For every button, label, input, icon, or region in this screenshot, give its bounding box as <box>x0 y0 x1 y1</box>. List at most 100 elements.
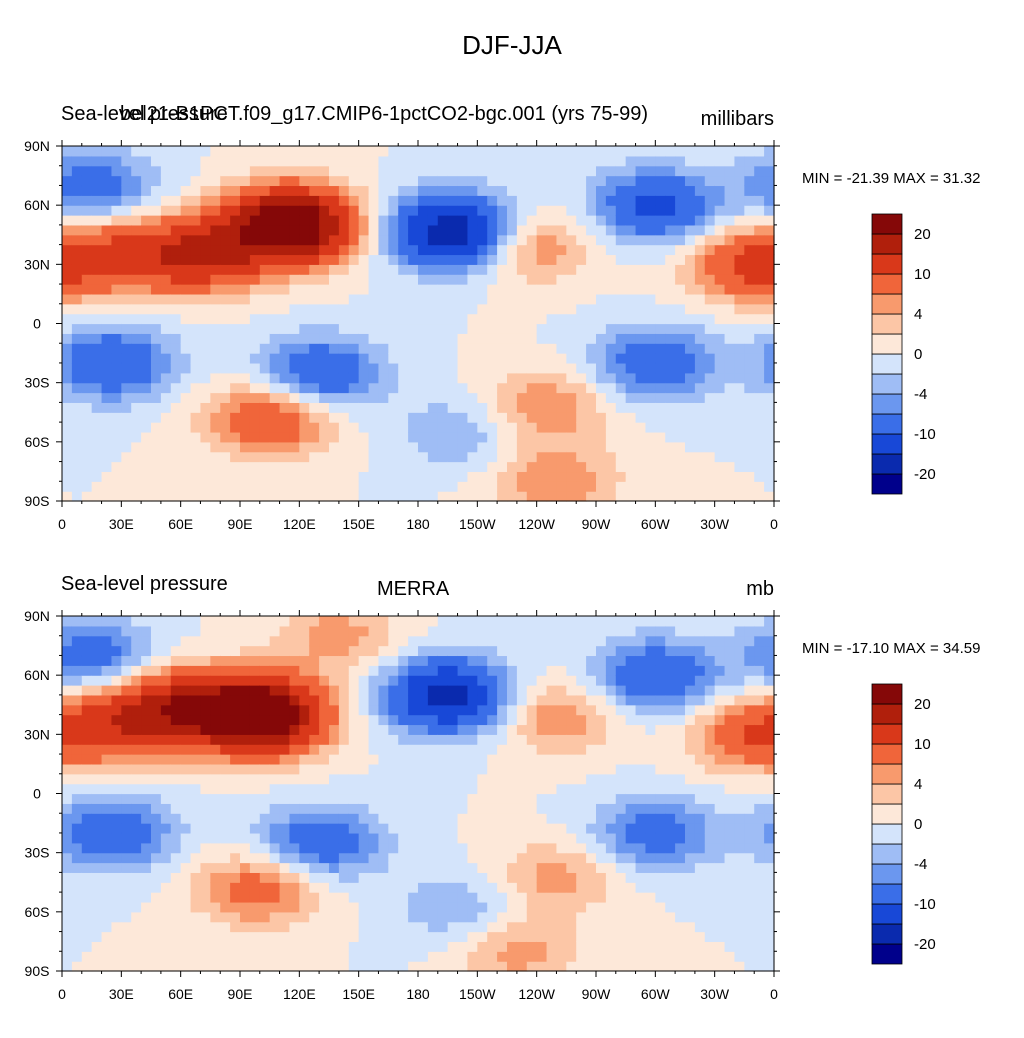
slp-cell <box>230 764 240 774</box>
slp-cell <box>507 951 517 961</box>
slp-cell <box>527 853 537 863</box>
slp-cell <box>547 961 557 971</box>
slp-cell <box>448 432 458 442</box>
slp-cell <box>309 872 319 882</box>
slp-cell <box>438 156 448 166</box>
slp-cell <box>111 774 121 784</box>
slp-cell <box>497 402 507 412</box>
slp-cell <box>467 333 477 343</box>
slp-cell <box>141 882 151 892</box>
slp-cell <box>299 314 309 324</box>
slp-cell <box>181 264 191 274</box>
slp-cell <box>517 422 527 432</box>
slp-cell <box>636 665 646 675</box>
slp-cell <box>62 705 72 715</box>
slp-cell <box>428 274 438 284</box>
slp-cell <box>458 784 468 794</box>
slp-cell <box>665 245 675 255</box>
slp-cell <box>537 616 547 626</box>
slp-cell <box>299 471 309 481</box>
slp-cell <box>299 655 309 665</box>
slp-cell <box>685 452 695 462</box>
slp-cell <box>428 254 438 264</box>
slp-cell <box>151 195 161 205</box>
slp-cell <box>171 655 181 665</box>
slp-cell <box>616 176 626 186</box>
slp-cell <box>230 922 240 932</box>
slp-cell <box>685 333 695 343</box>
slp-cell <box>111 383 121 393</box>
slp-cell <box>705 412 715 422</box>
slp-cell <box>606 333 616 343</box>
slp-cell <box>299 774 309 784</box>
slp-cell <box>556 932 566 942</box>
slp-cell <box>665 274 675 284</box>
slp-cell <box>636 636 646 646</box>
slp-cell <box>388 961 398 971</box>
slp-cell <box>448 892 458 902</box>
slp-cell <box>72 892 82 902</box>
slp-cell <box>606 462 616 472</box>
slp-cell <box>527 324 537 334</box>
slp-cell <box>260 333 270 343</box>
slp-cell <box>586 491 596 501</box>
slp-cell <box>161 675 171 685</box>
slp-cell <box>556 803 566 813</box>
slp-cell <box>477 491 487 501</box>
slp-cell <box>171 343 181 353</box>
slp-cell <box>289 872 299 882</box>
slp-cell <box>388 225 398 235</box>
slp-cell <box>517 675 527 685</box>
slp-cell <box>487 941 497 951</box>
slp-cell <box>586 442 596 452</box>
slp-cell <box>566 813 576 823</box>
slp-cell <box>200 636 210 646</box>
slp-cell <box>665 695 675 705</box>
slp-cell <box>349 872 359 882</box>
slp-cell <box>636 833 646 843</box>
slp-cell <box>329 402 339 412</box>
slp-cell <box>655 254 665 264</box>
slp-cell <box>280 754 290 764</box>
slp-cell <box>507 462 517 472</box>
slp-cell <box>369 353 379 363</box>
slp-cell <box>467 166 477 176</box>
slp-cell <box>319 254 329 264</box>
slp-cell <box>369 185 379 195</box>
slp-cell <box>645 264 655 274</box>
slp-cell <box>665 254 675 264</box>
slp-cell <box>359 235 369 245</box>
slp-cell <box>171 195 181 205</box>
slp-cell <box>566 284 576 294</box>
slp-cell <box>200 961 210 971</box>
slp-cell <box>517 705 527 715</box>
slp-cell <box>250 205 260 215</box>
slp-cell <box>398 314 408 324</box>
slp-cell <box>616 941 626 951</box>
slp-cell <box>260 314 270 324</box>
slp-cell <box>626 616 636 626</box>
slp-cell <box>527 843 537 853</box>
slp-cell <box>408 705 418 715</box>
slp-cell <box>111 422 121 432</box>
slp-cell <box>191 264 201 274</box>
slp-cell <box>665 294 675 304</box>
slp-cell <box>448 353 458 363</box>
slp-cell <box>645 166 655 176</box>
slp-cell <box>418 245 428 255</box>
slp-cell <box>62 156 72 166</box>
slp-cell <box>517 724 527 734</box>
slp-cell <box>339 176 349 186</box>
slp-cell <box>448 744 458 754</box>
slp-cell <box>151 784 161 794</box>
slp-cell <box>359 882 369 892</box>
slp-cell <box>349 685 359 695</box>
slp-cell <box>319 951 329 961</box>
slp-cell <box>339 373 349 383</box>
slp-cell <box>655 274 665 284</box>
slp-cell <box>369 462 379 472</box>
slp-cell <box>744 452 754 462</box>
slp-cell <box>675 462 685 472</box>
slp-cell <box>398 452 408 462</box>
slp-cell <box>171 215 181 225</box>
